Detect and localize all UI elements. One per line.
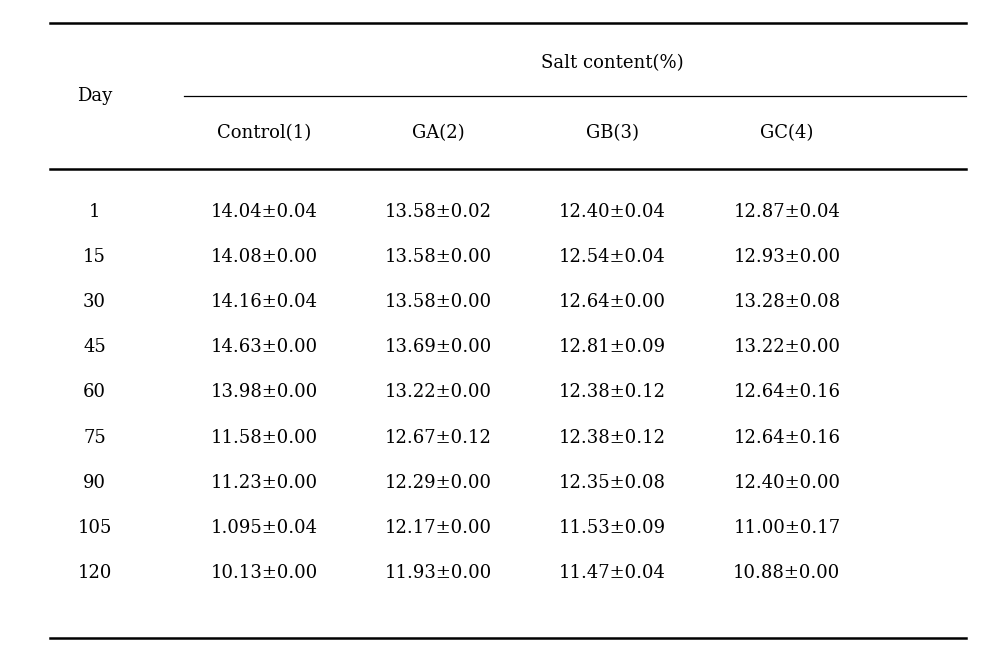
Text: 11.58±0.00: 11.58±0.00 (210, 428, 318, 447)
Text: 60: 60 (83, 383, 107, 402)
Text: 11.00±0.17: 11.00±0.17 (733, 518, 841, 537)
Text: 10.88±0.00: 10.88±0.00 (733, 564, 841, 582)
Text: 14.04±0.04: 14.04±0.04 (210, 203, 318, 221)
Text: 12.40±0.04: 12.40±0.04 (559, 203, 666, 221)
Text: 12.35±0.08: 12.35±0.08 (559, 473, 666, 492)
Text: 14.63±0.00: 14.63±0.00 (210, 338, 318, 357)
Text: 13.22±0.00: 13.22±0.00 (733, 338, 841, 357)
Text: 12.64±0.16: 12.64±0.16 (733, 383, 841, 402)
Text: 12.93±0.00: 12.93±0.00 (733, 248, 841, 267)
Text: 11.47±0.04: 11.47±0.04 (559, 564, 666, 582)
Text: 1.095±0.04: 1.095±0.04 (210, 518, 318, 537)
Text: 15: 15 (84, 248, 106, 267)
Text: 13.58±0.02: 13.58±0.02 (384, 203, 492, 221)
Text: 13.22±0.00: 13.22±0.00 (384, 383, 492, 402)
Text: Salt content(%): Salt content(%) (541, 54, 684, 72)
Text: 14.16±0.04: 14.16±0.04 (210, 293, 318, 312)
Text: 13.58±0.00: 13.58±0.00 (384, 248, 492, 267)
Text: 12.29±0.00: 12.29±0.00 (384, 473, 492, 492)
Text: 14.08±0.00: 14.08±0.00 (210, 248, 318, 267)
Text: GB(3): GB(3) (586, 123, 639, 142)
Text: Day: Day (77, 87, 113, 105)
Text: GA(2): GA(2) (412, 123, 464, 142)
Text: 11.23±0.00: 11.23±0.00 (210, 473, 318, 492)
Text: 12.17±0.00: 12.17±0.00 (384, 518, 492, 537)
Text: 90: 90 (83, 473, 107, 492)
Text: 12.64±0.16: 12.64±0.16 (733, 428, 841, 447)
Text: Control(1): Control(1) (217, 123, 311, 142)
Text: 12.40±0.00: 12.40±0.00 (733, 473, 841, 492)
Text: 11.93±0.00: 11.93±0.00 (384, 564, 492, 582)
Text: 12.54±0.04: 12.54±0.04 (559, 248, 666, 267)
Text: 13.98±0.00: 13.98±0.00 (210, 383, 318, 402)
Text: 30: 30 (83, 293, 107, 312)
Text: 10.13±0.00: 10.13±0.00 (210, 564, 318, 582)
Text: 12.87±0.04: 12.87±0.04 (733, 203, 841, 221)
Text: 75: 75 (84, 428, 106, 447)
Text: 13.58±0.00: 13.58±0.00 (384, 293, 492, 312)
Text: 12.81±0.09: 12.81±0.09 (559, 338, 666, 357)
Text: 120: 120 (78, 564, 112, 582)
Text: 13.69±0.00: 13.69±0.00 (384, 338, 492, 357)
Text: GC(4): GC(4) (760, 123, 814, 142)
Text: 12.38±0.12: 12.38±0.12 (559, 428, 666, 447)
Text: 1: 1 (89, 203, 101, 221)
Text: 12.64±0.00: 12.64±0.00 (559, 293, 666, 312)
Text: 12.67±0.12: 12.67±0.12 (384, 428, 492, 447)
Text: 105: 105 (78, 518, 112, 537)
Text: 11.53±0.09: 11.53±0.09 (559, 518, 666, 537)
Text: 12.38±0.12: 12.38±0.12 (559, 383, 666, 402)
Text: 13.28±0.08: 13.28±0.08 (733, 293, 841, 312)
Text: 45: 45 (84, 338, 106, 357)
